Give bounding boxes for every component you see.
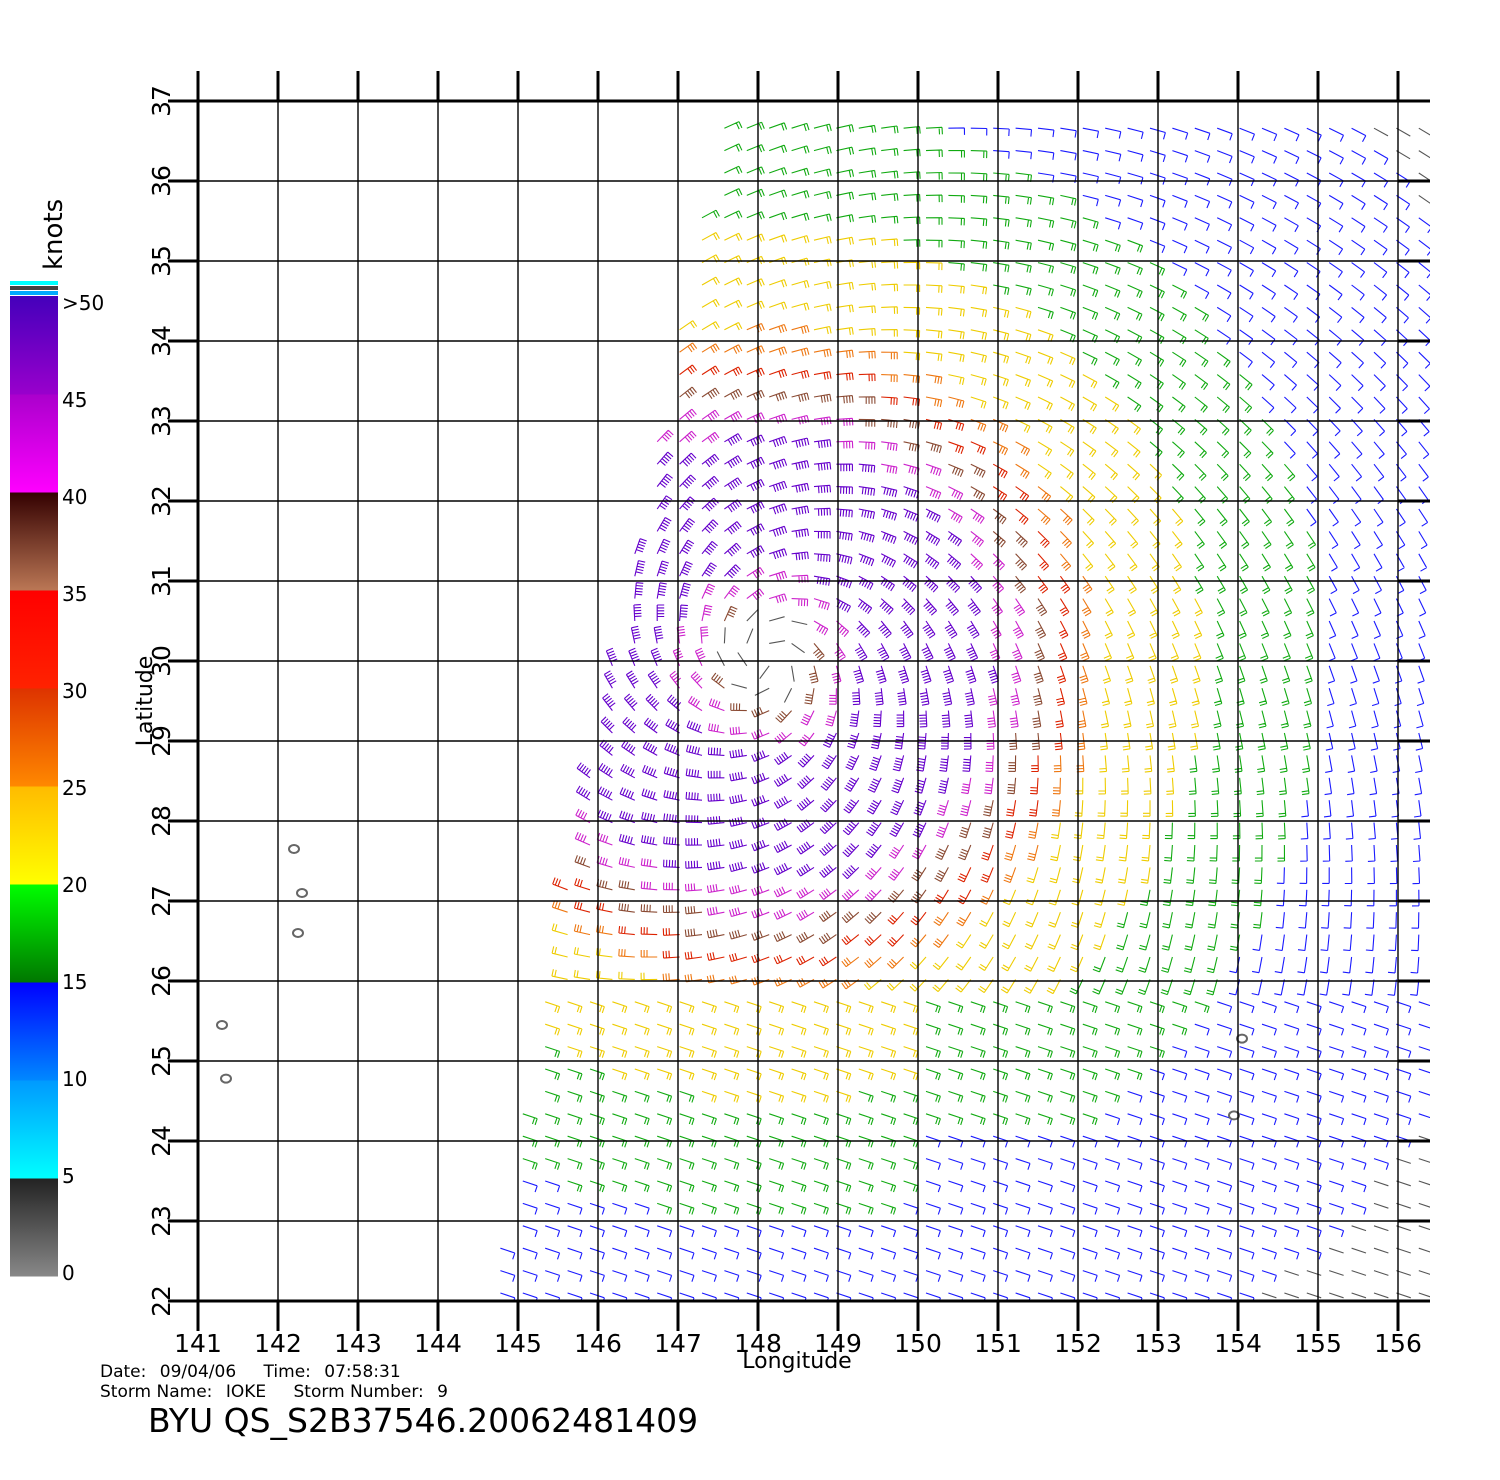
- colorbar-tick-label: 20: [62, 873, 87, 897]
- storm-name-label: Storm Name:: [100, 1382, 212, 1402]
- time-value: 07:58:31: [324, 1362, 400, 1382]
- longitude-tick-label: 152: [1054, 1329, 1102, 1358]
- island-outlines: [216, 844, 1248, 1121]
- colorbar-top-stripe: [10, 291, 58, 295]
- wind-barb-field: [500, 121, 1430, 1301]
- colorbar-band: [10, 296, 58, 395]
- wind-barb-group: [716, 127, 1430, 1299]
- longitude-tick-label: 142: [254, 1329, 302, 1358]
- colorbar-band: [10, 786, 58, 885]
- colorbar-unit-label: knots: [39, 199, 69, 270]
- latitude-tick-label: 22: [147, 1285, 176, 1317]
- colorbar-band: [10, 688, 58, 787]
- storm-number-label: Storm Number:: [294, 1382, 424, 1402]
- y-axis-label: Latitude: [133, 656, 158, 747]
- latitude-tick-label: 29: [147, 725, 176, 757]
- wind-barb-group: [552, 364, 1071, 967]
- longitude-tick-label: 150: [894, 1329, 942, 1358]
- island-outline: [288, 844, 300, 854]
- latitude-tick-label: 32: [147, 485, 176, 517]
- colorbar-top-stripe: [10, 286, 58, 290]
- colorbar-band: [10, 1080, 58, 1179]
- storm-number-value: 9: [437, 1382, 448, 1402]
- colorbar-tick-label: 10: [62, 1067, 87, 1091]
- colorbar-band: [10, 884, 58, 983]
- latitude-tick-label: 27: [147, 885, 176, 917]
- latitude-tick-label: 23: [147, 1205, 176, 1237]
- latitude-tick-label: 24: [147, 1125, 176, 1157]
- colorbar-band: [10, 1178, 58, 1277]
- latitude-tick-label: 28: [147, 805, 176, 837]
- latitude-tick-label: 31: [147, 565, 176, 597]
- island-outline: [1236, 1033, 1248, 1044]
- date-label: Date:: [100, 1362, 146, 1382]
- longitude-tick-label: 154: [1214, 1329, 1262, 1358]
- island-outline: [216, 1020, 228, 1030]
- longitude-tick-label: 141: [174, 1329, 222, 1358]
- island-outline: [292, 928, 304, 938]
- island-outline: [220, 1073, 232, 1084]
- longitude-tick-label: 149: [814, 1329, 862, 1358]
- wind-speed-colorbar: >50 45 40 35 30 25 20 15 10 5 0: [10, 281, 104, 1285]
- x-axis-label: Longitude: [742, 1349, 851, 1374]
- latitude-tick-label: 37: [147, 85, 176, 117]
- latitude-tick-label: 36: [147, 165, 176, 197]
- lat-lon-grid: [168, 71, 1430, 1331]
- longitude-tick-label: 147: [654, 1329, 702, 1358]
- colorbar-tick-label: 15: [62, 970, 87, 994]
- latitude-tick-labels: 22 23 24 25 26 27 28 29 30 31 32 33 34 35 36 37: [147, 85, 176, 1317]
- colorbar-tick-label: 35: [62, 582, 87, 606]
- wind-barb-group: [551, 322, 1093, 990]
- latitude-tick-label: 35: [147, 245, 176, 277]
- colorbar-tick-label: 0: [62, 1261, 75, 1285]
- colorbar-tick-label: 25: [62, 776, 87, 800]
- colorbar-tick-label: 30: [62, 679, 87, 703]
- colorbar-band: [10, 492, 58, 591]
- longitude-tick-label: 153: [1134, 1329, 1182, 1358]
- svg-text:Date: 09/04/06 Tim: Date: 09/04/06 Time: 07:58:31: [100, 1362, 401, 1382]
- colorbar-tick-label: 40: [62, 485, 87, 509]
- latitude-tick-label: 30: [147, 645, 176, 677]
- colorbar-tick-label: >50: [62, 291, 104, 315]
- latitude-tick-label: 26: [147, 965, 176, 997]
- wind-barb-group: [500, 127, 1430, 1301]
- longitude-tick-label: 156: [1374, 1329, 1422, 1358]
- longitude-tick-label: 155: [1294, 1329, 1342, 1358]
- latitude-tick-label: 34: [147, 325, 176, 357]
- time-label: Time:: [263, 1362, 311, 1382]
- colorbar-top-stripe: [10, 281, 58, 285]
- wind-barb-group: [545, 232, 1203, 1103]
- longitude-tick-label: 148: [734, 1329, 782, 1358]
- colorbar-band: [10, 394, 58, 493]
- longitude-tick-label: 143: [334, 1329, 382, 1358]
- colorbar-band: [10, 590, 58, 689]
- metadata-block: Date: 09/04/06 Time: 07:58:31 Storm Name…: [100, 1362, 448, 1402]
- longitude-tick-labels: 141 142 143 144 145 146 147 148 149 150 151 152 153 1…: [174, 1329, 1422, 1358]
- date-value: 09/04/06: [160, 1362, 236, 1382]
- longitude-tick-label: 151: [974, 1329, 1022, 1358]
- svg-text:Storm Name: IOKE S: Storm Name: IOKE Storm Number: 9: [100, 1382, 448, 1402]
- longitude-tick-label: 146: [574, 1329, 622, 1358]
- storm-name-value: IOKE: [226, 1382, 266, 1402]
- island-outline: [1228, 1110, 1240, 1121]
- latitude-tick-label: 33: [147, 405, 176, 437]
- colorbar-band: [10, 982, 58, 1081]
- colorbar-tick-label: 45: [62, 388, 87, 412]
- island-outline: [296, 888, 308, 898]
- latitude-tick-label: 25: [147, 1045, 176, 1077]
- wind-barb-group: [574, 408, 1026, 921]
- wind-barb-group: [522, 121, 1317, 1215]
- longitude-tick-label: 144: [414, 1329, 462, 1358]
- colorbar-tick-label: 5: [62, 1164, 75, 1188]
- wind-barb-group: [574, 386, 1048, 945]
- product-id: BYU QS_S2B37546.20062481409: [148, 1401, 698, 1440]
- longitude-tick-label: 145: [494, 1329, 542, 1358]
